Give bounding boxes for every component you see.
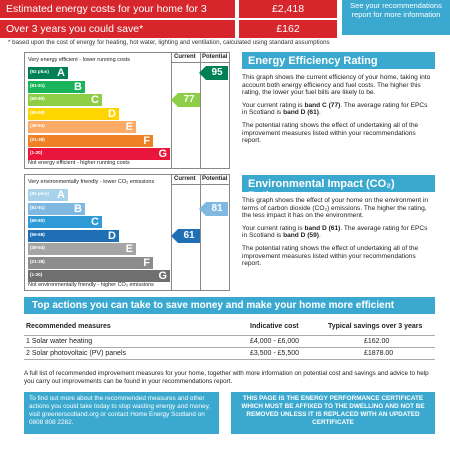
band-d: (55-68) D — [28, 107, 119, 120]
table-row: 1 Solar water heating £4,000 - £6,000 £1… — [24, 336, 435, 348]
band-range: (92 plus) — [30, 191, 49, 196]
savings-row: Over 3 years you could save* £162 — [0, 20, 337, 38]
band-letter: G — [158, 270, 167, 282]
current-rating-value: 77 — [183, 94, 195, 105]
band-letter: G — [158, 148, 167, 160]
band-letter: C — [91, 94, 99, 106]
energy-efficiency-potential-note: The potential rating shows the effect of… — [242, 121, 419, 145]
environmental-impact-panel: Environmental Impact (CO₂) Rating This g… — [242, 175, 435, 268]
table-row: 2 Solar photovoltaic (PV) panels £3,500 … — [24, 348, 435, 360]
measure-name: 2 Solar photovoltaic (PV) panels — [26, 350, 126, 357]
header-cost: Indicative cost — [250, 323, 299, 330]
band-range: (39-54) — [30, 123, 45, 128]
band-b: (81-91) B — [28, 202, 85, 215]
header-savings: Typical savings over 3 years — [328, 323, 423, 330]
band-a: (92 plus) A — [28, 67, 68, 79]
measure-cost: £3,500 - £5,500 — [250, 350, 300, 357]
certificate-notice-box: THIS PAGE IS THE ENERGY PERFORMANCE CERT… — [231, 392, 435, 434]
savings-label: Over 3 years you could save* — [0, 20, 235, 38]
band-letter: D — [108, 229, 116, 242]
potential-column-header: Potential — [202, 54, 228, 60]
band-range: (69-80) — [30, 218, 45, 223]
band-g: (1-20) G — [28, 270, 170, 282]
band-c: (69-80) C — [28, 216, 102, 228]
band-range: (92 plus) — [30, 69, 49, 74]
recommended-measures-table: Recommended measures Indicative cost Typ… — [24, 318, 435, 360]
chart-bottom-caption: Not energy efficient - higher running co… — [28, 160, 130, 166]
energy-efficiency-chart: Current Potential Very energy efficient … — [24, 52, 230, 169]
chart-top-caption: Very energy efficient - lower running co… — [28, 57, 131, 63]
band-d: (55-68) D — [28, 229, 119, 242]
band-e: (39-54) E — [28, 243, 136, 255]
potential-rating-arrow: 81 — [199, 201, 228, 216]
band-f: (21-38) F — [28, 134, 153, 147]
band-range: (81-91) — [30, 204, 45, 210]
potential-rating-value: 95 — [211, 67, 223, 78]
measure-savings: £1878.00 — [364, 350, 394, 357]
measure-savings: £162.00 — [364, 338, 390, 345]
band-range: (55-68) — [30, 231, 45, 237]
potential-rating-arrow: 95 — [199, 66, 228, 80]
band-range: (21-38) — [30, 136, 45, 142]
see-recommendations-box: See your recommendations report for more… — [342, 0, 450, 35]
chart-bottom-caption: Not environmentally friendly - higher CO… — [28, 282, 154, 288]
band-range: (69-80) — [30, 96, 45, 101]
measure-name: 1 Solar water heating — [26, 338, 93, 345]
band-letter: E — [125, 243, 133, 255]
band-f: (21-38) F — [28, 256, 153, 269]
band-letter: A — [57, 67, 65, 79]
current-rating-value: 61 — [183, 229, 195, 241]
band-a: (92 plus) A — [28, 189, 68, 201]
band-letter: B — [74, 80, 82, 93]
cost-footnote: * based upon the cost of energy for heat… — [8, 39, 330, 46]
band-b: (81-91) B — [28, 80, 85, 93]
band-range: (1-20) — [30, 150, 43, 155]
environmental-impact-chart: Current Potential Very environmentally f… — [24, 174, 230, 291]
environmental-impact-description: This graph shows the effect of your home… — [242, 197, 429, 220]
band-range: (39-54) — [30, 245, 45, 250]
full-list-note: A full list of recommended improvement m… — [24, 370, 429, 385]
environmental-impact-potential-note: The potential rating shows the effect of… — [242, 244, 419, 268]
potential-rating-value: 81 — [211, 202, 223, 214]
band-range: (81-91) — [30, 82, 45, 88]
band-e: (39-54) E — [28, 121, 136, 133]
current-column-header: Current — [174, 176, 196, 182]
energy-efficiency-panel: Energy Efficiency Rating This graph show… — [242, 52, 435, 145]
environmental-impact-current-rating: Your current rating is band D (61). The … — [242, 224, 428, 240]
cost-label: Estimated energy costs for your home for… — [0, 0, 235, 29]
band-letter: C — [91, 216, 99, 228]
cost-row-3-years: Estimated energy costs for your home for… — [0, 0, 337, 29]
measure-cost: £4,000 - £6,000 — [250, 338, 300, 345]
cost-value: £2,418 — [239, 0, 337, 18]
environmental-impact-title: Environmental Impact (CO₂) Rating — [242, 175, 435, 202]
energy-efficiency-current-rating: Your current rating is band C (77). The … — [242, 101, 428, 117]
band-range: (55-68) — [30, 109, 45, 115]
savings-value: £162 — [239, 20, 337, 38]
band-range: (1-20) — [30, 272, 43, 277]
band-letter: F — [143, 134, 150, 147]
band-letter: B — [74, 202, 82, 215]
chart-top-caption: Very environmentally friendly - lower CO… — [28, 179, 155, 185]
band-c: (69-80) C — [28, 94, 102, 106]
potential-column-header: Potential — [202, 176, 228, 182]
band-letter: F — [143, 256, 150, 269]
energy-efficiency-description: This graph shows the current efficiency … — [242, 74, 431, 97]
band-letter: E — [125, 121, 133, 133]
band-range: (21-38) — [30, 258, 45, 264]
current-column-header: Current — [174, 54, 196, 60]
band-letter: D — [108, 107, 116, 120]
top-actions-header: Top actions you can take to save money a… — [24, 297, 435, 314]
current-rating-arrow: 77 — [171, 93, 200, 107]
band-letter: A — [57, 189, 65, 201]
band-g: (1-20) G — [28, 148, 170, 160]
header-measures: Recommended measures — [26, 323, 111, 330]
table-header-row: Recommended measures Indicative cost Typ… — [24, 318, 435, 336]
current-rating-arrow: 61 — [171, 228, 200, 243]
find-out-more-box: To find out more about the recommended m… — [24, 392, 219, 434]
energy-efficiency-title: Energy Efficiency Rating — [242, 52, 435, 69]
